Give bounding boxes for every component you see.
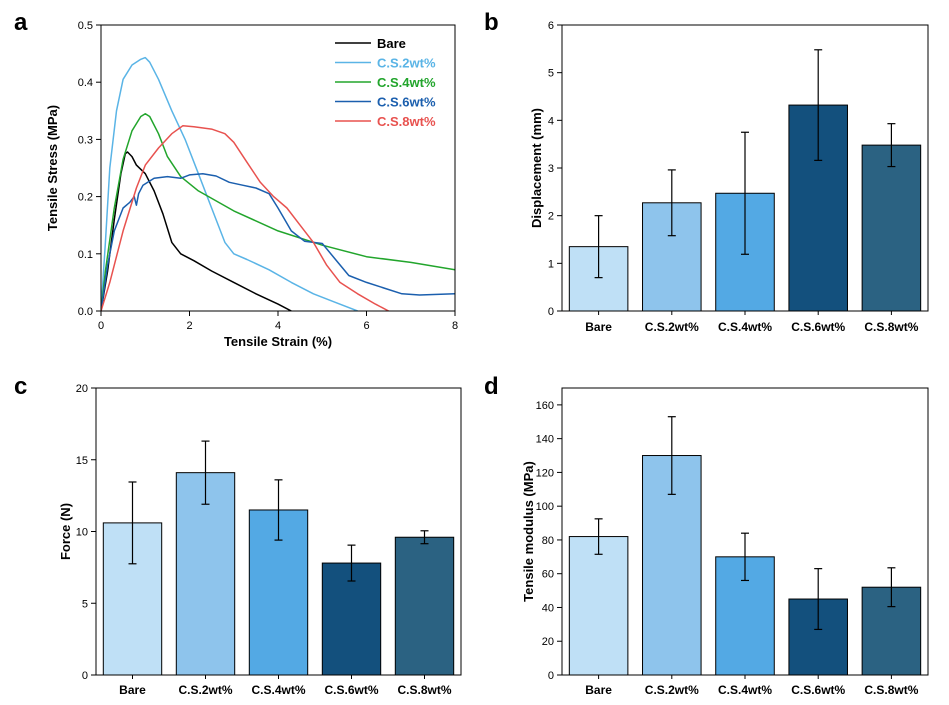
panel-a: a 0.0 0.1 0.2 0.3 0.4 0.5 0 2 4 6 8 Bare C.S.2wt% C.S.… [14,9,458,349]
y-tick-label-c: 5 [82,598,88,610]
panel-letter-c: c [14,373,27,400]
plot-frame-b [561,24,929,312]
x-tick-label-a: 0 [98,320,104,332]
y-tick-label-a: 0.2 [78,192,93,204]
legend-label-Bare: Bare [377,36,406,51]
category-label-d-C.S.4wt%: C.S.4wt% [718,683,772,697]
bar-c-C.S.8wt% [394,536,455,676]
panel-letter-a: a [14,9,28,36]
y-tick-label-d: 0 [548,670,554,682]
panel-letter-b: b [484,9,499,36]
series-line-C.S.6wt% [101,172,455,311]
y-tick-label-b: 2 [548,211,554,223]
y-tick-label-d: 100 [536,501,554,513]
y-tick-label-d: 20 [542,636,554,648]
y-tick-label-b: 3 [548,163,554,175]
x-tick-label-a: 6 [363,320,369,332]
plot-frame-d [561,387,929,676]
category-label-b-C.S.2wt%: C.S.2wt% [645,320,699,334]
category-label-c-C.S.6wt%: C.S.6wt% [324,683,378,697]
panel-d: d 0 20 40 60 80 100 120 140 160 Bare C.S.2wt% C.S.4w… [484,373,929,697]
category-label-c-Bare: Bare [119,683,146,697]
category-label-c-C.S.2wt%: C.S.2wt% [178,683,232,697]
series-line-C.S.8wt% [101,124,389,311]
y-tick-label-a: 0.0 [78,306,93,318]
y-axis-title-c: Force (N) [58,503,73,560]
y-tick-label-a: 0.1 [78,249,93,261]
category-label-b-C.S.4wt%: C.S.4wt% [718,320,772,334]
series-line-C.S.2wt% [101,56,358,311]
bar-c-C.S.6wt% [321,562,382,676]
x-tick-label-a: 8 [452,320,458,332]
category-label-c-C.S.8wt%: C.S.8wt% [397,683,451,697]
y-tick-label-d: 120 [536,467,554,479]
x-tick-label-a: 2 [186,320,192,332]
plot-frame-c [95,387,462,676]
legend-label-C.S.2wt%: C.S.2wt% [377,56,436,71]
plot-frame-a [100,24,456,312]
panel-c: c 0 5 10 15 20 Bare C.S.2wt% C.S.4wt% C.S.6wt% C.S… [14,373,462,697]
y-tick-label-b: 6 [548,20,554,32]
category-label-c-C.S.4wt%: C.S.4wt% [251,683,305,697]
y-tick-label-c: 0 [82,670,88,682]
category-label-b-Bare: Bare [585,320,612,334]
legend-label-C.S.6wt%: C.S.6wt% [377,95,436,110]
y-tick-label-a: 0.5 [78,20,93,32]
legend-label-C.S.4wt%: C.S.4wt% [377,75,436,90]
category-label-d-C.S.8wt%: C.S.8wt% [864,683,918,697]
bar-b-C.S.8wt% [861,144,922,312]
y-tick-label-b: 1 [548,258,554,270]
bar-d-Bare [568,536,629,676]
y-tick-label-d: 40 [542,602,554,614]
panel-letter-d: d [484,373,499,400]
y-tick-label-d: 140 [536,434,554,446]
bar-c-C.S.2wt% [175,472,236,676]
category-label-b-C.S.6wt%: C.S.6wt% [791,320,845,334]
y-tick-label-d: 80 [542,535,554,547]
y-tick-label-a: 0.3 [78,134,93,146]
y-tick-label-d: 160 [536,400,554,412]
category-label-b-C.S.8wt%: C.S.8wt% [864,320,918,334]
category-label-d-C.S.6wt%: C.S.6wt% [791,683,845,697]
y-tick-label-b: 4 [548,115,554,127]
category-label-d-C.S.2wt%: C.S.2wt% [645,683,699,697]
category-label-d-Bare: Bare [585,683,612,697]
y-tick-label-b: 0 [548,306,554,318]
panel-b: b 0 1 2 3 4 5 6 Bare C.S.2wt% C.S.4wt% C.S.6wt% C.S.… [484,9,929,334]
x-axis-title-a: Tensile Strain (%) [224,334,332,349]
y-tick-label-c: 10 [76,527,88,539]
series-line-C.S.4wt% [101,112,455,311]
y-tick-label-c: 20 [76,383,88,395]
y-tick-label-b: 5 [548,68,554,80]
legend-label-C.S.8wt%: C.S.8wt% [377,114,436,129]
y-tick-label-c: 15 [76,455,88,467]
series-line-Bare [101,151,292,311]
x-tick-label-a: 4 [275,320,281,332]
y-axis-title-a: Tensile Stress (MPa) [45,105,60,231]
y-tick-label-a: 0.4 [78,77,93,89]
y-axis-title-d: Tensile modulus (MPa) [521,461,536,602]
y-axis-title-b: Displacement (mm) [529,108,544,228]
y-tick-label-d: 60 [542,569,554,581]
